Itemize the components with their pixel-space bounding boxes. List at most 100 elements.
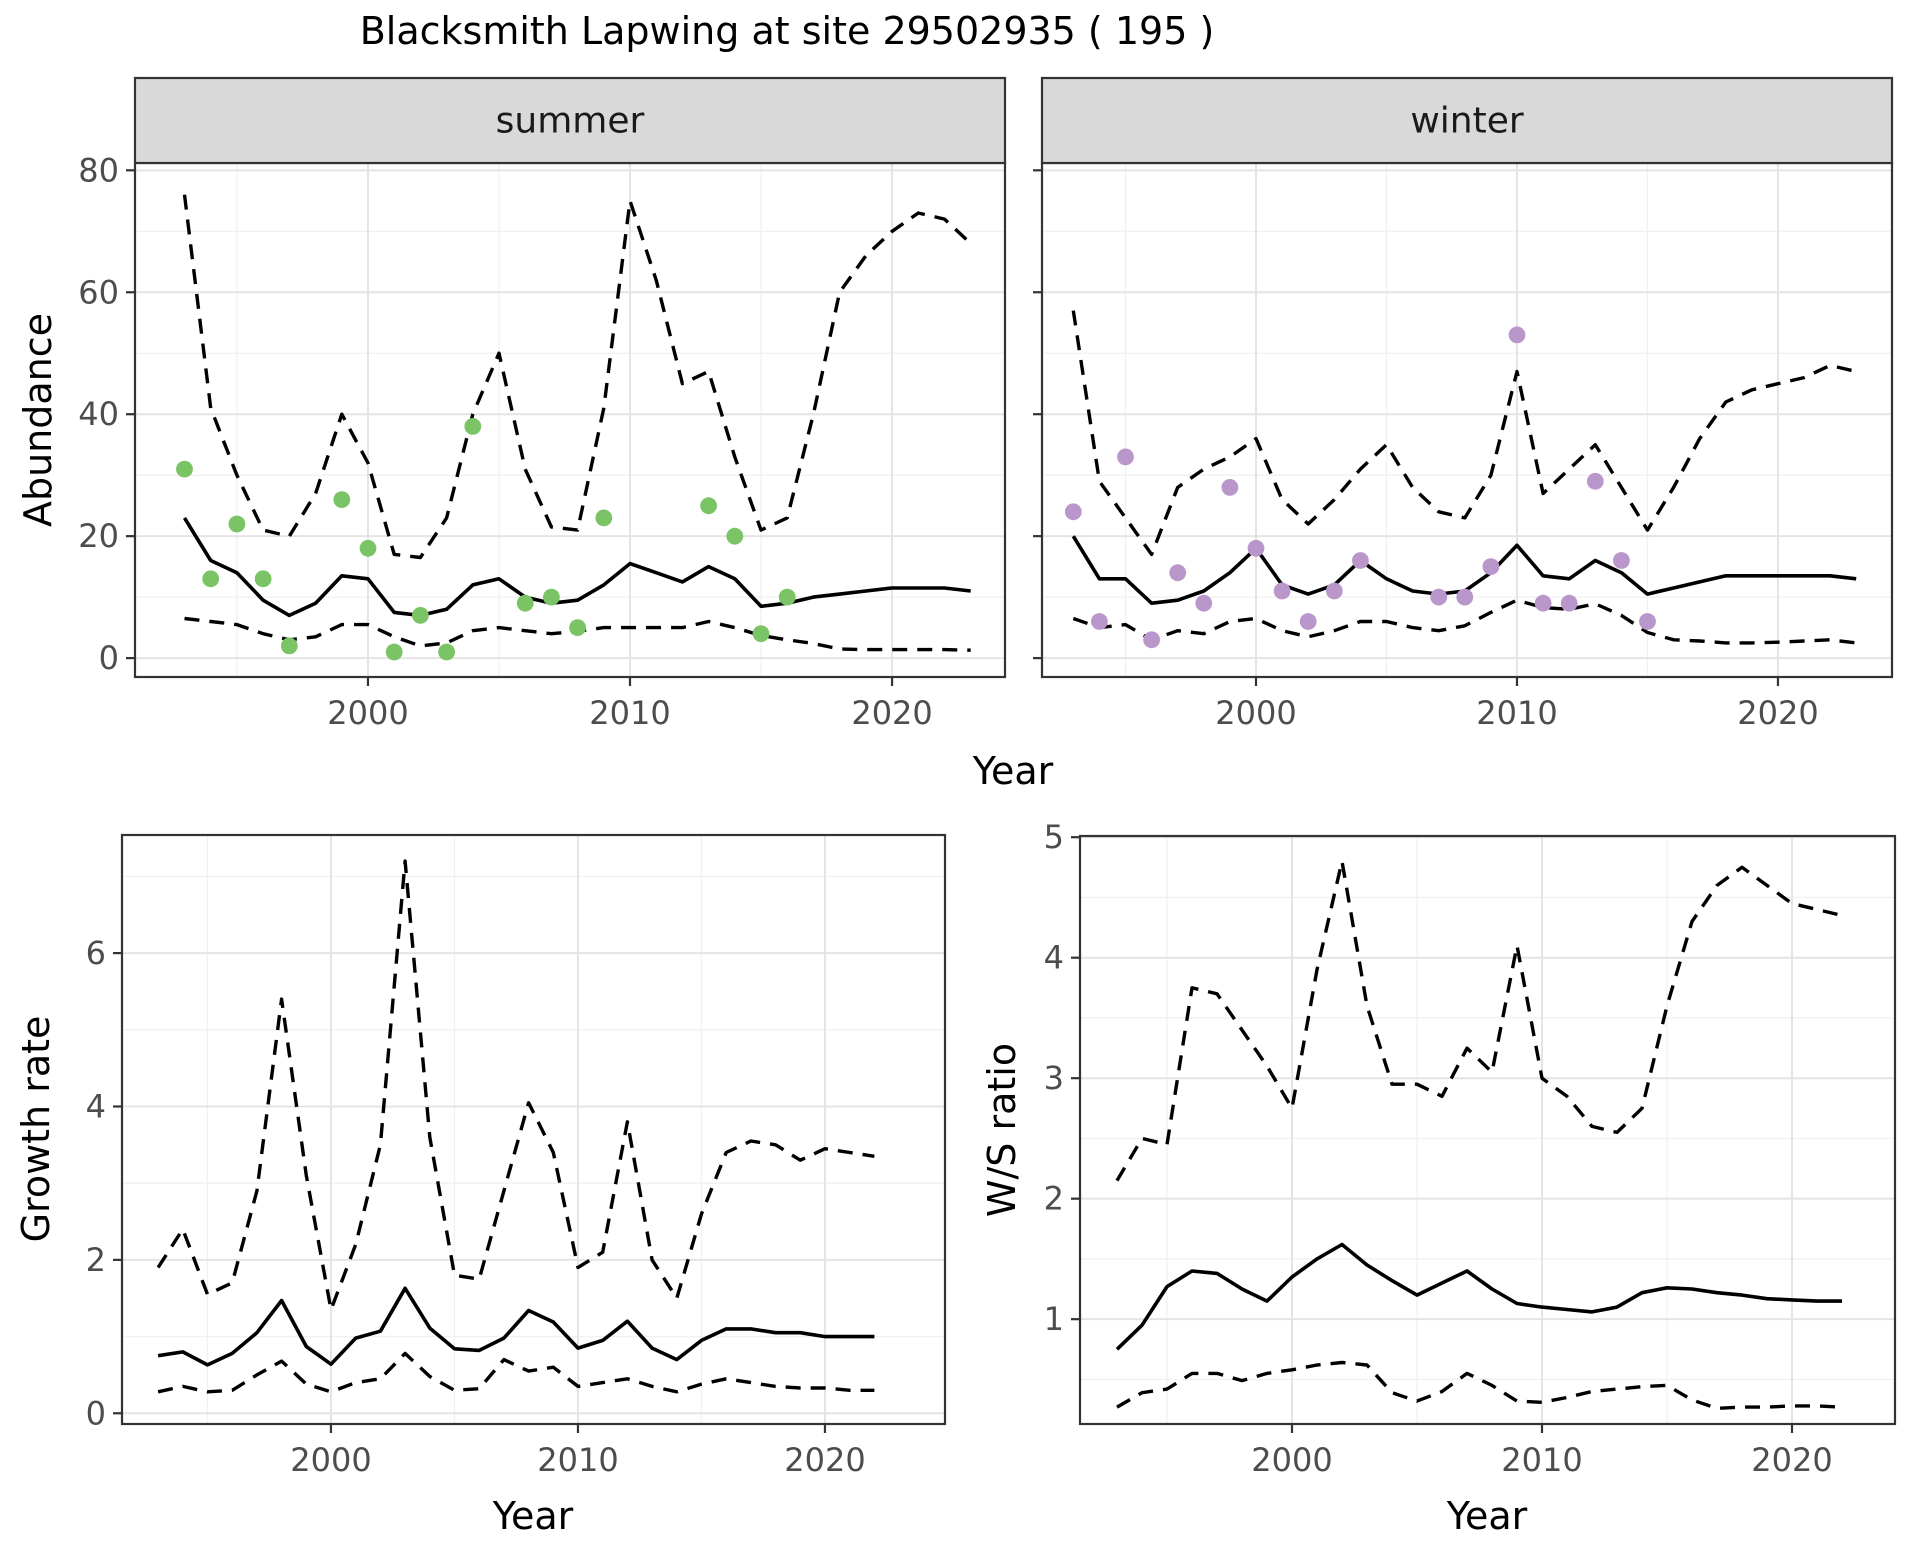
abundance-winter-observed-points (1064, 326, 1656, 649)
growth-rate-panel: 2000 2010 2020 0 2 4 6 (86, 833, 947, 1479)
ws-ratio-panel-border (1078, 834, 1897, 1426)
x-tick-label: 2020 (1737, 694, 1818, 732)
x-tick-label: 2010 (1476, 694, 1557, 732)
y-tick-label: 4 (86, 1087, 106, 1125)
observation-dot (516, 594, 534, 612)
observation-dot (1482, 558, 1500, 575)
growth-rate-upper-ci-line (156, 859, 875, 1312)
observation-dot (385, 643, 403, 661)
growth-rate-grid-minor (122, 835, 945, 1424)
observation-dot (1064, 503, 1082, 521)
x-tick-label: 2020 (851, 694, 932, 732)
abundance-summer-mean-line (182, 516, 971, 618)
y-tick-label: 20 (78, 517, 119, 555)
growth-rate-lower-ci-line (157, 1351, 875, 1394)
x-tick-label: 2010 (537, 1441, 618, 1479)
observation-dot (700, 497, 717, 515)
abundance-winter-facet-strip (1040, 76, 1894, 165)
observation-dot (176, 460, 193, 478)
x-tick-label: 2020 (1751, 1441, 1832, 1479)
observation-dot (1143, 631, 1160, 649)
observation-dot (752, 625, 770, 643)
y-tick-label: 80 (78, 151, 119, 189)
abundance-summer-grid-major (135, 163, 1005, 677)
observation-dot (1247, 539, 1265, 557)
x-tick-label: 2000 (290, 1441, 371, 1479)
x-axis-title-year-bottom-right: Year (1446, 1494, 1528, 1538)
ws-ratio-panel: 2000 2010 2020 1 2 3 4 5 (1044, 818, 1897, 1479)
abundance-summer-x-axis: 2000 2010 2020 (327, 677, 933, 732)
y-tick-label: 6 (86, 934, 106, 972)
observation-dot (569, 619, 586, 636)
abundance-summer-y-axis: 0 20 40 60 80 (78, 151, 135, 677)
growth-rate-grid-major (122, 835, 945, 1424)
abundance-winter-panel: 2000 2010 2020 (1033, 76, 1894, 732)
observation-dot (202, 570, 220, 588)
observation-dot (228, 515, 246, 533)
y-axis-title-ws-ratio: W/S ratio (980, 1042, 1024, 1218)
x-axis-title-year-top: Year (972, 749, 1054, 793)
observation-dot (1352, 552, 1369, 569)
ws-ratio-upper-ci-line (1115, 859, 1843, 1182)
observation-dot (1195, 594, 1213, 612)
observation-dot (595, 509, 613, 527)
y-tick-label: 5 (1044, 818, 1064, 856)
observation-dot (1586, 472, 1604, 490)
ws-ratio-y-axis: 1 2 3 4 5 (1044, 818, 1080, 1338)
observation-dot (359, 539, 377, 557)
observation-dot (1430, 588, 1448, 606)
y-tick-label: 40 (78, 395, 119, 433)
observation-dot (1091, 613, 1108, 630)
plot-title: Blacksmith Lapwing at site 29502935 ( 19… (359, 9, 1215, 53)
growth-rate-y-axis: 0 2 4 6 (86, 934, 122, 1432)
abundance-winter-x-axis: 2000 2010 2020 (1215, 677, 1819, 732)
ws-ratio-lower-ci-line (1116, 1360, 1843, 1410)
growth-rate-x-axis: 2000 2010 2020 (290, 1424, 866, 1479)
x-tick-label: 2000 (1251, 1441, 1332, 1479)
observation-dot (543, 588, 560, 606)
y-tick-label: 60 (78, 273, 119, 311)
observation-dot (464, 418, 482, 435)
observation-dot (1560, 594, 1578, 612)
observation-dot (1456, 588, 1474, 606)
observation-dot (778, 588, 796, 606)
ws-ratio-grid-major (1080, 836, 1895, 1424)
growth-rate-panel-border (120, 833, 947, 1426)
ws-ratio-mean-line (1115, 1242, 1842, 1351)
observation-dot (1299, 613, 1317, 630)
y-tick-label: 3 (1044, 1059, 1064, 1097)
x-tick-label: 2010 (589, 694, 670, 732)
y-tick-label: 2 (86, 1241, 106, 1279)
observation-dot (280, 637, 298, 655)
abundance-summer-upper-ci-line (182, 194, 972, 560)
y-tick-label: 2 (1044, 1180, 1064, 1218)
x-tick-label: 2020 (784, 1441, 865, 1479)
ws-ratio-x-axis: 2000 2010 2020 (1251, 1424, 1833, 1479)
observation-dot (1221, 479, 1239, 496)
abundance-summer-panel: 2000 2010 2020 0 20 40 60 80 (78, 76, 1007, 732)
observation-dot (1325, 582, 1343, 600)
y-axis-title-growth-rate: Growth rate (14, 1015, 58, 1243)
observation-dot (254, 570, 272, 588)
abundance-winter-y-axis (1033, 169, 1042, 660)
abundance-summer-observed-points (176, 418, 796, 661)
observation-dot (1508, 326, 1526, 344)
growth-rate-mean-line (157, 1286, 875, 1367)
x-tick-label: 2010 (1501, 1441, 1582, 1479)
observation-dot (438, 643, 455, 661)
observation-dot (1534, 594, 1552, 612)
observation-dot (333, 491, 351, 508)
facet-label-summer: summer (495, 100, 645, 142)
ws-ratio-grid-minor (1080, 836, 1895, 1424)
observation-dot (1117, 448, 1134, 466)
y-tick-label: 1 (1044, 1300, 1064, 1338)
growth-rate-panel-background (122, 835, 945, 1424)
observation-dot (1273, 582, 1291, 600)
y-tick-label: 4 (1044, 939, 1064, 977)
observation-dot (1613, 552, 1630, 569)
ws-ratio-panel-background (1080, 836, 1895, 1424)
abundance-summer-facet-strip (133, 76, 1007, 165)
y-tick-label: 0 (99, 639, 119, 677)
